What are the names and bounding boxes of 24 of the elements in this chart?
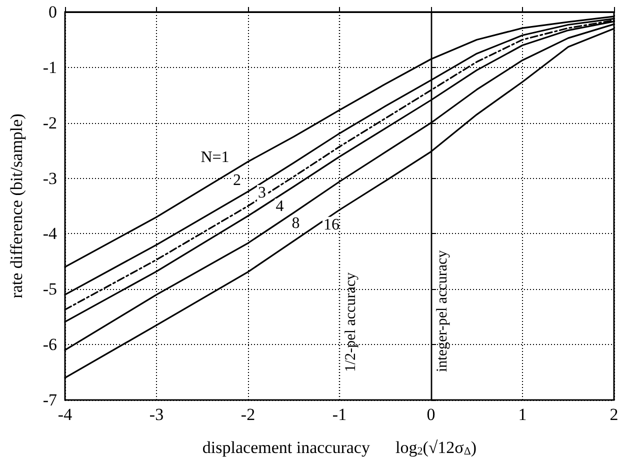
y-tick-label: -5 [42,280,57,299]
ref-line-label: integer-pel accuracy [434,250,450,372]
series-label: 16 [324,216,340,234]
y-tick-label: -4 [42,224,58,244]
series-label: 3 [258,184,266,202]
x-tick-label: 1 [518,405,527,424]
y-axis-title: rate difference (bit/sample) [7,114,26,298]
x-tick-label: -2 [240,405,256,424]
y-tick-label: -6 [42,335,57,354]
series-label: 2 [233,172,241,190]
x-tick-label: 0 [426,405,436,424]
y-tick-label: 0 [48,2,57,22]
series-label: N=1 [200,149,230,166]
y-tick-label: -2 [42,113,57,132]
y-tick-label: -7 [42,390,58,410]
ref-line-label: 1/2-pel accuracy [343,272,359,372]
series-label: 8 [292,215,300,232]
y-tick-label: -3 [42,168,57,188]
x-tick-label: -4 [58,405,73,424]
y-tick-label: -1 [42,58,57,77]
x-tick-label: -1 [332,405,347,424]
x-tick-label: -3 [149,405,164,424]
series-label: 4 [276,198,284,216]
x-tick-label: 2 [610,405,618,424]
